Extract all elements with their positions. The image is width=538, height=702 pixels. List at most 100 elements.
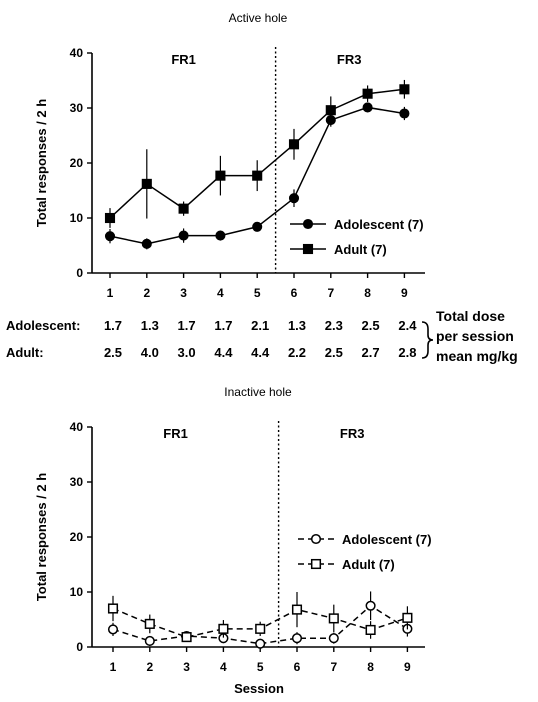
dose-value: 2.2 xyxy=(288,345,306,360)
data-point xyxy=(365,600,376,611)
inactive-hole-panel: Inactive hole Total responses / 2 h Sess… xyxy=(34,385,432,696)
dose-value: 1.3 xyxy=(141,318,159,333)
x-tick-label: 4 xyxy=(217,286,224,300)
x-tick-label: 8 xyxy=(364,286,371,300)
data-point xyxy=(215,170,226,181)
data-point xyxy=(144,635,155,647)
series-adult xyxy=(107,592,413,643)
phase-label: FR1 xyxy=(163,426,188,441)
data-point xyxy=(104,231,116,242)
data-point xyxy=(181,632,192,643)
x-tick-label: 3 xyxy=(183,660,190,674)
series-active xyxy=(104,79,410,250)
series-adolescent xyxy=(107,591,413,649)
data-point xyxy=(218,623,229,634)
dose-value: 2.5 xyxy=(325,345,343,360)
phase-label: FR3 xyxy=(337,52,362,67)
legend-marker xyxy=(310,558,322,570)
data-point xyxy=(328,633,339,644)
data-point xyxy=(107,603,119,614)
y-axis-title-inactive: Total responses / 2 h xyxy=(34,473,49,601)
y-tick-label: 30 xyxy=(70,101,84,115)
data-point xyxy=(141,178,152,189)
y-tick-label: 30 xyxy=(70,475,84,489)
data-point xyxy=(215,230,226,241)
x-tick-label: 8 xyxy=(367,660,374,674)
active-hole-panel: Active hole Total responses / 2 h 0 10 20 3… xyxy=(34,11,425,300)
dose-value: 4.4 xyxy=(214,345,233,360)
data-point xyxy=(362,88,373,99)
tick-labels-active: 0 10 20 30 40 1 2 3 4 5 6 7 8 9 xyxy=(70,46,408,300)
y-tick-label: 40 xyxy=(70,420,84,434)
phase-label: FR1 xyxy=(171,52,196,67)
legend-active: Adolescent (7) Adult (7) xyxy=(290,217,424,257)
data-point xyxy=(402,612,413,623)
legend-marker xyxy=(310,533,322,545)
dose-note-line-3: mean mg/kg xyxy=(436,348,518,364)
legend-marker xyxy=(302,218,314,230)
y-tick-label: 20 xyxy=(70,530,84,544)
series-line xyxy=(112,604,408,645)
legend-marker xyxy=(302,243,314,255)
x-tick-label: 5 xyxy=(254,286,261,300)
y-axis-title-active: Total responses / 2 h xyxy=(34,99,49,227)
data-point xyxy=(178,230,189,241)
data-point xyxy=(288,193,300,204)
data-point xyxy=(252,170,263,181)
x-tick-label: 2 xyxy=(146,660,153,674)
data-point xyxy=(107,624,119,635)
x-tick-label: 7 xyxy=(327,286,334,300)
x-tick-label: 1 xyxy=(107,286,114,300)
data-point xyxy=(255,638,266,649)
y-tick-label: 10 xyxy=(70,211,84,225)
x-tick-label: 3 xyxy=(180,286,187,300)
panel-title-inactive: Inactive hole xyxy=(224,385,292,399)
legend-label: Adult (7) xyxy=(342,557,395,572)
dose-values: 1.7 1.3 1.7 1.7 2.1 1.3 2.3 2.5 2.4 2.5 4.0 3.0 4.4 4… xyxy=(104,318,417,360)
x-tick-label: 2 xyxy=(143,286,150,300)
dose-value: 2.5 xyxy=(104,345,122,360)
x-tick-label: 4 xyxy=(220,660,227,674)
data-point xyxy=(178,203,189,214)
dose-row-label-adolescent: Adolescent: xyxy=(6,318,80,333)
data-point xyxy=(291,604,303,615)
data-point xyxy=(255,623,266,634)
dose-value: 1.7 xyxy=(178,318,196,333)
phase-labels-active: FR1 FR3 xyxy=(171,52,361,67)
panel-title-active: Active hole xyxy=(229,11,288,25)
data-point xyxy=(399,108,410,119)
y-tick-label: 10 xyxy=(70,585,84,599)
y-tick-label: 0 xyxy=(76,266,83,280)
x-tick-label: 1 xyxy=(110,660,117,674)
data-point xyxy=(144,618,155,629)
dose-value: 1.7 xyxy=(104,318,122,333)
data-point xyxy=(104,212,116,224)
data-point xyxy=(399,84,410,95)
x-tick-label: 5 xyxy=(257,660,264,674)
data-point xyxy=(288,139,300,150)
x-tick-label: 9 xyxy=(404,660,411,674)
data-point xyxy=(365,624,376,636)
dose-table: Adolescent: Adult: 1.7 1.3 1.7 1.7 2.1 1.3 2.3… xyxy=(6,308,518,364)
x-tick-label: 6 xyxy=(291,286,298,300)
dose-value: 2.5 xyxy=(362,318,380,333)
dose-value: 2.4 xyxy=(398,318,417,333)
dose-value: 1.7 xyxy=(214,318,232,333)
dose-brace xyxy=(421,321,434,359)
data-point xyxy=(141,238,152,249)
x-tick-label: 7 xyxy=(330,660,337,674)
y-tick-label: 40 xyxy=(70,46,84,60)
legend-label: Adult (7) xyxy=(334,242,387,257)
x-axis-title-inactive: Session xyxy=(234,681,284,696)
data-point xyxy=(291,633,303,644)
x-tick-label: 9 xyxy=(401,286,408,300)
data-point xyxy=(328,613,339,624)
x-tick-label: 6 xyxy=(294,660,301,674)
dose-value: 3.0 xyxy=(178,345,196,360)
data-point xyxy=(325,105,336,116)
tick-labels-inactive: 0 10 20 30 40 1 2 3 4 5 6 7 8 9 xyxy=(70,420,411,674)
phase-label: FR3 xyxy=(340,426,365,441)
dose-value: 4.4 xyxy=(251,345,270,360)
legend-label: Adolescent (7) xyxy=(342,532,432,547)
